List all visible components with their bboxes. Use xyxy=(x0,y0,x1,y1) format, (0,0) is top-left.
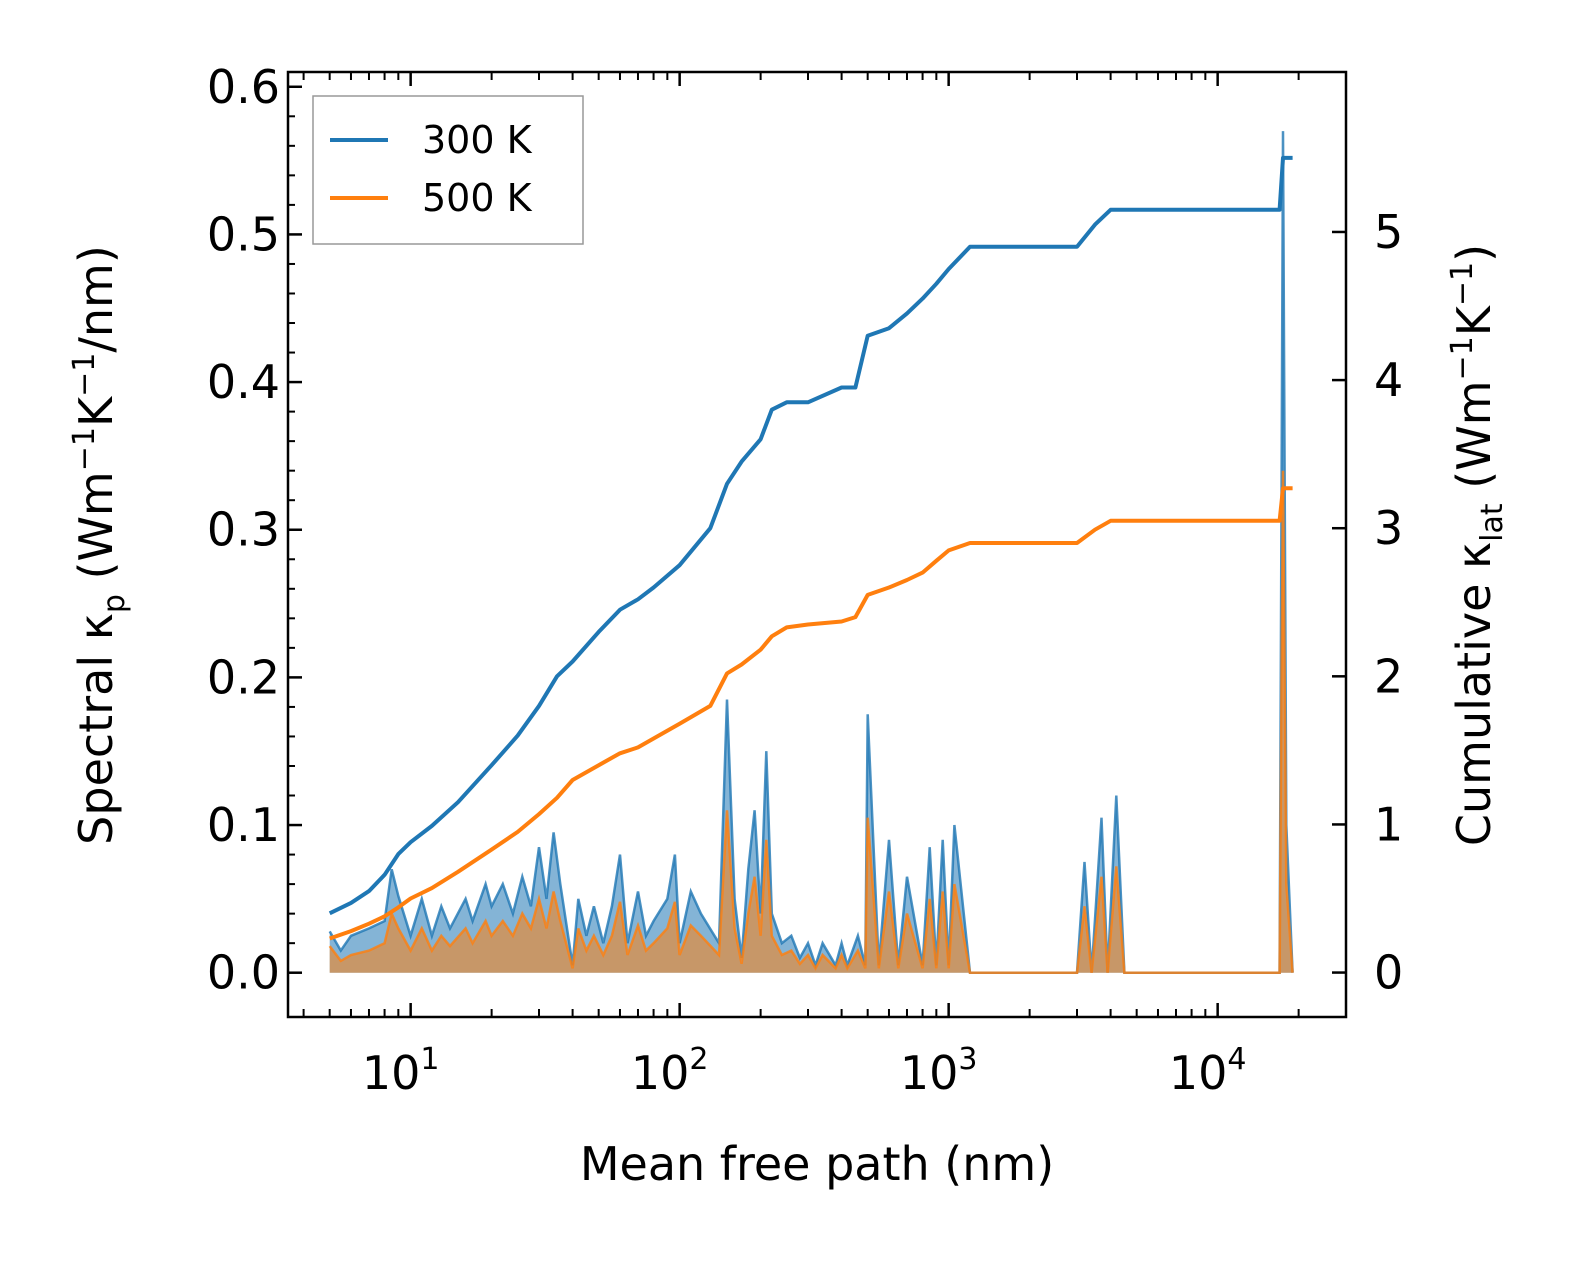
y-right-tick-label: 3 xyxy=(1374,501,1403,555)
x-tick-label: 102 xyxy=(631,1042,709,1100)
tick-labels: 0.0 0.1 0.2 0.3 0.4 0.5 0.6 0 1 2 3 4 5 101 102 103 104 xyxy=(207,60,1403,1100)
y-left-tick-label: 0.5 xyxy=(207,207,280,261)
y-axis-left-label: Spectral κp (Wm−1K−1/nm) xyxy=(67,245,132,845)
legend-label-500k: 500 K xyxy=(422,176,533,220)
spectral-edge-500k xyxy=(328,470,1294,974)
y-axis-right-label: Cumulative κlat (Wm−1K−1) xyxy=(1445,244,1510,846)
x-tick-label: 104 xyxy=(1169,1042,1247,1100)
x-axis-label: Mean free path (nm) xyxy=(580,1137,1054,1191)
y-left-tick-label: 0.6 xyxy=(207,60,280,114)
y-left-tick-label: 0.1 xyxy=(207,798,280,852)
y-right-tick-label: 1 xyxy=(1374,797,1403,851)
legend: 300 K 500 K xyxy=(312,95,584,245)
y-right-tick-label: 2 xyxy=(1374,649,1403,703)
spectral-areas xyxy=(328,131,1294,974)
y-right-tick-label: 0 xyxy=(1374,946,1403,1000)
y-left-tick-label: 0.4 xyxy=(207,355,280,409)
x-tick-label: 103 xyxy=(900,1042,978,1100)
spectral-edge-300k xyxy=(328,131,1294,974)
spectral-area-300k xyxy=(329,131,1293,973)
spectral-area-500k xyxy=(329,470,1293,973)
y-left-tick-label: 0.0 xyxy=(207,946,280,1000)
y-left-tick-label: 0.2 xyxy=(207,650,280,704)
y-right-tick-label: 4 xyxy=(1374,353,1403,407)
cumulative-line-500k xyxy=(329,486,1293,941)
cumulative-lines xyxy=(328,155,1293,941)
legend-box xyxy=(312,95,584,245)
y-left-tick-label: 0.3 xyxy=(207,503,280,557)
cumulative-line-300k xyxy=(328,155,1293,916)
legend-label-300k: 300 K xyxy=(422,118,533,162)
axis-ticks xyxy=(288,72,1347,1017)
y-right-tick-label: 5 xyxy=(1374,205,1403,259)
x-tick-label: 101 xyxy=(362,1042,440,1100)
plot-frame xyxy=(286,70,1348,1019)
